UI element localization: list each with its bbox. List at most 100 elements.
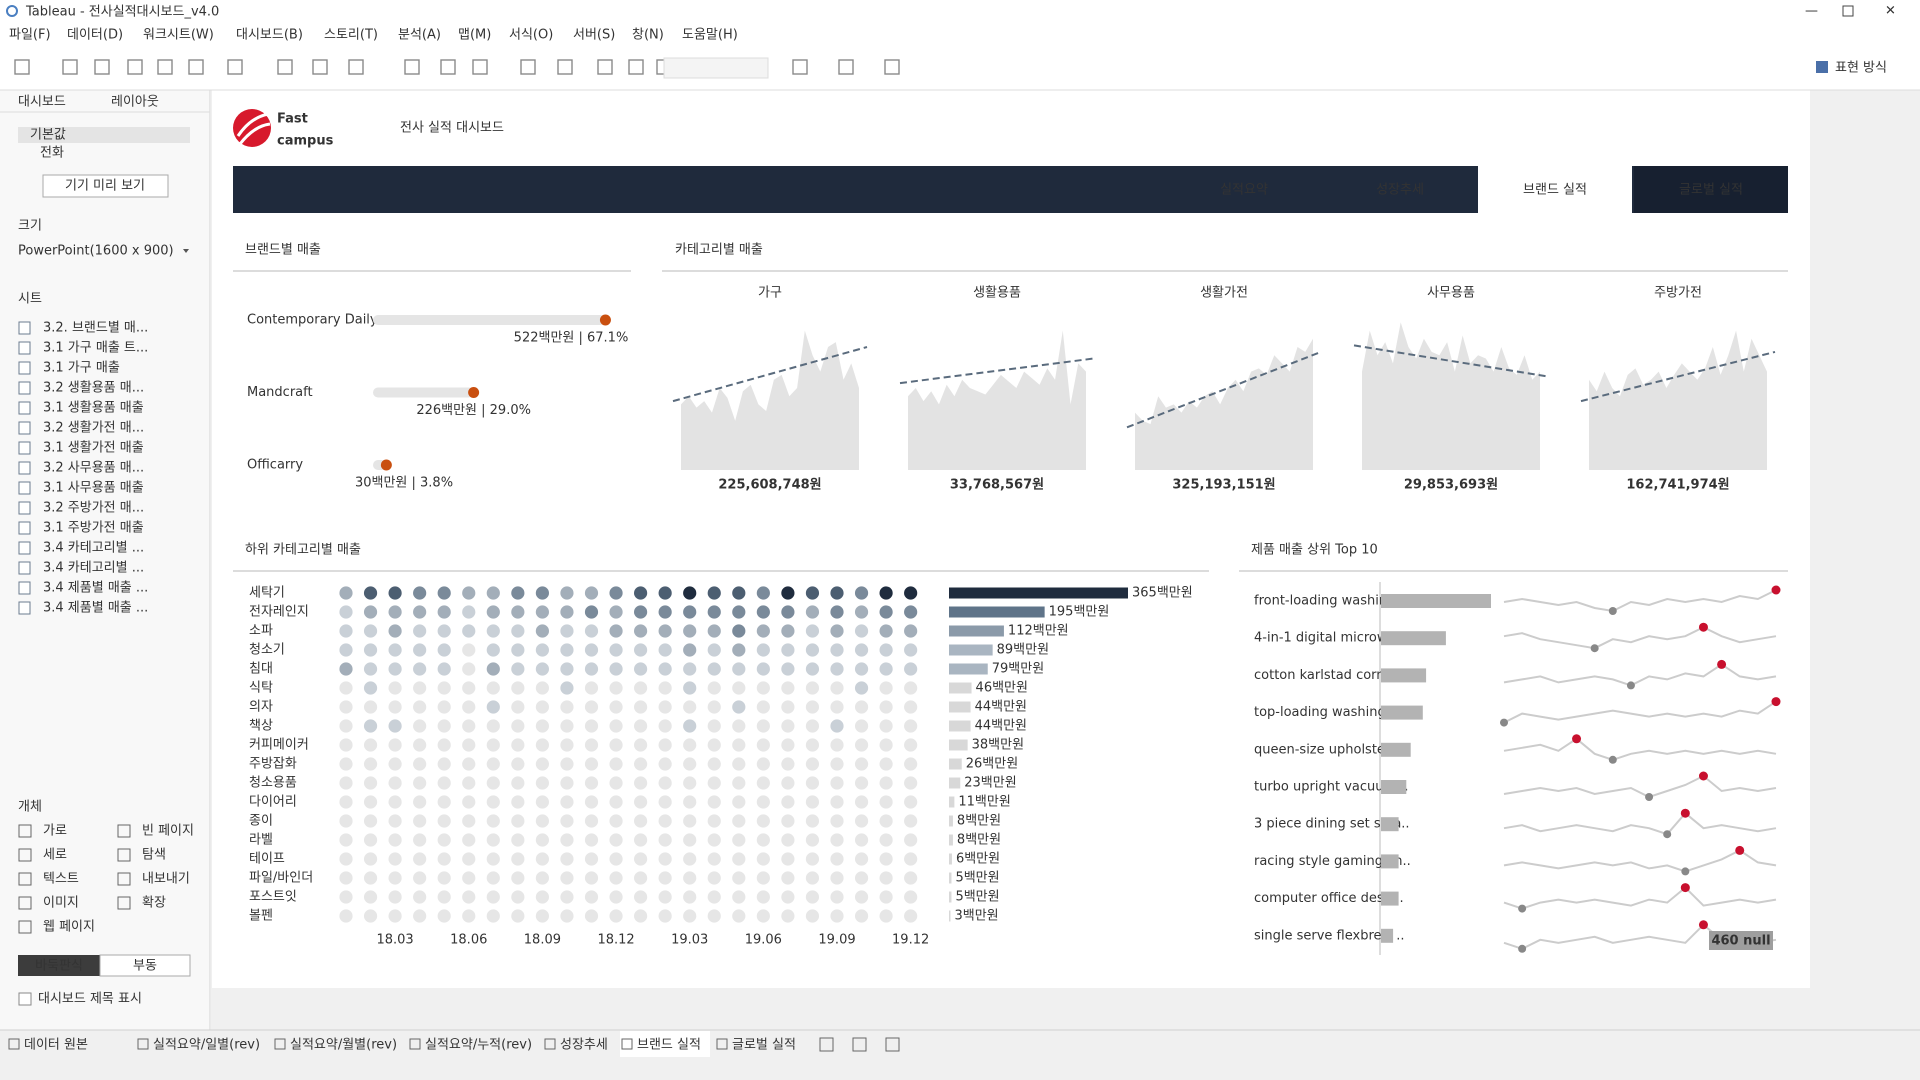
toolbar-icon[interactable] xyxy=(127,59,143,75)
menu-item[interactable]: 서버(S) xyxy=(573,28,615,43)
toolbar-icon[interactable] xyxy=(838,59,854,75)
new-tab-icon[interactable] xyxy=(819,1037,834,1052)
menu-item[interactable]: 맵(M) xyxy=(458,28,491,43)
object-item[interactable]: 확장 xyxy=(142,896,166,911)
heat-dot xyxy=(683,757,697,771)
device[interactable]: 기본값 xyxy=(30,128,66,143)
nav-tab[interactable]: 글로벌 실적 xyxy=(1679,183,1743,198)
toolbar-icon[interactable] xyxy=(94,59,110,75)
show-me[interactable]: 표현 방식 xyxy=(1835,61,1887,76)
sidebar-tab[interactable]: 레이아웃 xyxy=(111,95,159,110)
toolbar-icon[interactable] xyxy=(440,59,456,75)
sheet-tab[interactable]: 실적요약/일별(rev) xyxy=(153,1038,260,1053)
toolbar-icon[interactable] xyxy=(557,59,573,75)
sheet-tab[interactable]: 데이터 원본 xyxy=(24,1038,88,1053)
heat-dot xyxy=(707,681,721,695)
menu-item[interactable]: 스토리(T) xyxy=(324,28,378,43)
close[interactable]: ✕ xyxy=(1885,4,1896,19)
object-item[interactable]: 탐색 xyxy=(142,848,166,863)
sheet-tab[interactable]: 실적요약/누적(rev) xyxy=(425,1038,532,1053)
toolbar-icon[interactable] xyxy=(188,59,204,75)
heat-dot xyxy=(707,852,721,866)
sheet-tab[interactable]: 성장추세 xyxy=(560,1038,608,1053)
object-item[interactable]: 텍스트 xyxy=(43,872,79,887)
floating-label[interactable]: 부동 xyxy=(133,959,157,974)
sheet-item[interactable]: 3.1 가구 매출 xyxy=(43,361,120,376)
checkbox[interactable] xyxy=(18,992,32,1006)
sheet-item[interactable]: 3.2 사무용품 매... xyxy=(43,461,144,476)
sheet-item[interactable]: 3.2. 브랜드별 매... xyxy=(43,321,148,336)
sheet-item[interactable]: 3.2 생활용품 매... xyxy=(43,381,144,396)
nav-tab[interactable]: 브랜드 실적 xyxy=(1523,183,1587,198)
device[interactable]: 전화 xyxy=(40,146,64,161)
toolbar-icon[interactable] xyxy=(792,59,808,75)
toolbar-icon[interactable] xyxy=(14,59,30,75)
heat-dot xyxy=(634,776,648,790)
nav-tab[interactable]: 실적요약 xyxy=(1220,183,1268,198)
menu-item[interactable]: 데이터(D) xyxy=(67,28,123,43)
menu-item[interactable]: 분석(A) xyxy=(398,28,441,43)
floating-button[interactable] xyxy=(99,954,191,977)
toolbar-icon[interactable] xyxy=(312,59,328,75)
tiled-label[interactable]: 바둑판식 xyxy=(35,959,83,974)
heat-dot xyxy=(437,757,451,771)
object-item[interactable]: 이미지 xyxy=(43,896,79,911)
toolbar-icon[interactable] xyxy=(404,59,420,75)
menu-item[interactable]: 워크시트(W) xyxy=(143,28,214,43)
show-me-icon[interactable] xyxy=(1816,61,1828,73)
sheet-item[interactable]: 3.1 사무용품 매출 xyxy=(43,481,144,496)
maximize[interactable] xyxy=(1842,5,1854,17)
preview-label[interactable]: 기기 미리 보기 xyxy=(65,179,145,194)
sheet-item[interactable]: 3.2 생활가전 매... xyxy=(43,421,144,436)
tiled-button[interactable] xyxy=(18,955,100,976)
toolbar-icon[interactable] xyxy=(227,59,243,75)
object-item[interactable]: 빈 페이지 xyxy=(142,824,194,839)
total-label: 112백만원 xyxy=(1008,624,1069,639)
toolbar-icon[interactable] xyxy=(62,59,78,75)
nav-tab[interactable]: 성장추세 xyxy=(1376,183,1424,198)
heat-dot xyxy=(413,814,427,828)
heat-dot xyxy=(805,681,820,695)
menu-item[interactable]: 서식(O) xyxy=(509,28,553,43)
toolbar-icon[interactable] xyxy=(884,59,900,75)
menu-item[interactable]: 대시보드(B) xyxy=(236,28,303,43)
sheet-tab[interactable]: 브랜드 실적 xyxy=(637,1038,701,1053)
toolbar-icon[interactable] xyxy=(472,59,488,75)
sheet-item[interactable]: 3.1 주방가전 매출 xyxy=(43,521,144,536)
preview-button[interactable] xyxy=(42,174,169,198)
sidebar-tab[interactable]: 대시보드 xyxy=(18,95,66,110)
sheet-item[interactable]: 3.4 카테고리별 ... xyxy=(43,541,144,556)
new-tab-icon[interactable] xyxy=(885,1037,900,1052)
object-item[interactable]: 웹 페이지 xyxy=(43,920,95,935)
toolbar-icon[interactable] xyxy=(520,59,536,75)
heat-dot xyxy=(683,852,697,866)
toolbar-icon[interactable] xyxy=(277,59,293,75)
menu-item[interactable]: 도움말(H) xyxy=(682,28,738,43)
sheet-item[interactable]: 3.4 제품별 매출 ... xyxy=(43,581,148,596)
row-label: 포스트잇 xyxy=(249,890,297,905)
new-tab-icon[interactable] xyxy=(852,1037,867,1052)
object-item[interactable]: 내보내기 xyxy=(142,872,190,887)
sheet-item[interactable]: 3.4 제품별 매출 ... xyxy=(43,601,148,616)
menu-item[interactable]: 창(N) xyxy=(632,28,664,43)
toolbar-icon[interactable] xyxy=(597,59,613,75)
sheet-item[interactable]: 3.1 가구 매출 트... xyxy=(43,341,148,356)
toolbar-icon[interactable] xyxy=(628,59,644,75)
menu-item[interactable]: 파일(F) xyxy=(9,28,51,43)
heat-dot xyxy=(339,643,353,657)
heat-dot xyxy=(584,738,599,752)
sheet-item[interactable]: 3.4 카테고리별 ... xyxy=(43,561,144,576)
object-item[interactable]: 세로 xyxy=(43,848,67,863)
object-item[interactable]: 가로 xyxy=(43,824,67,839)
sheet-item[interactable]: 3.1 생활가전 매출 xyxy=(43,441,144,456)
sheet-tab[interactable]: 실적요약/월별(rev) xyxy=(290,1038,397,1053)
size-value[interactable]: PowerPoint(1600 x 900) xyxy=(18,244,174,259)
toolbar-dropdown[interactable] xyxy=(663,57,769,79)
sheet-tab[interactable]: 글로벌 실적 xyxy=(732,1038,796,1053)
sheet-item[interactable]: 3.2 주방가전 매... xyxy=(43,501,144,516)
minimize[interactable]: — xyxy=(1805,4,1818,19)
sheet-item[interactable]: 3.1 생활용품 매출 xyxy=(43,401,144,416)
toolbar-icon[interactable] xyxy=(348,59,364,75)
show-title[interactable]: 대시보드 제목 표시 xyxy=(38,992,142,1007)
toolbar-icon[interactable] xyxy=(157,59,173,75)
